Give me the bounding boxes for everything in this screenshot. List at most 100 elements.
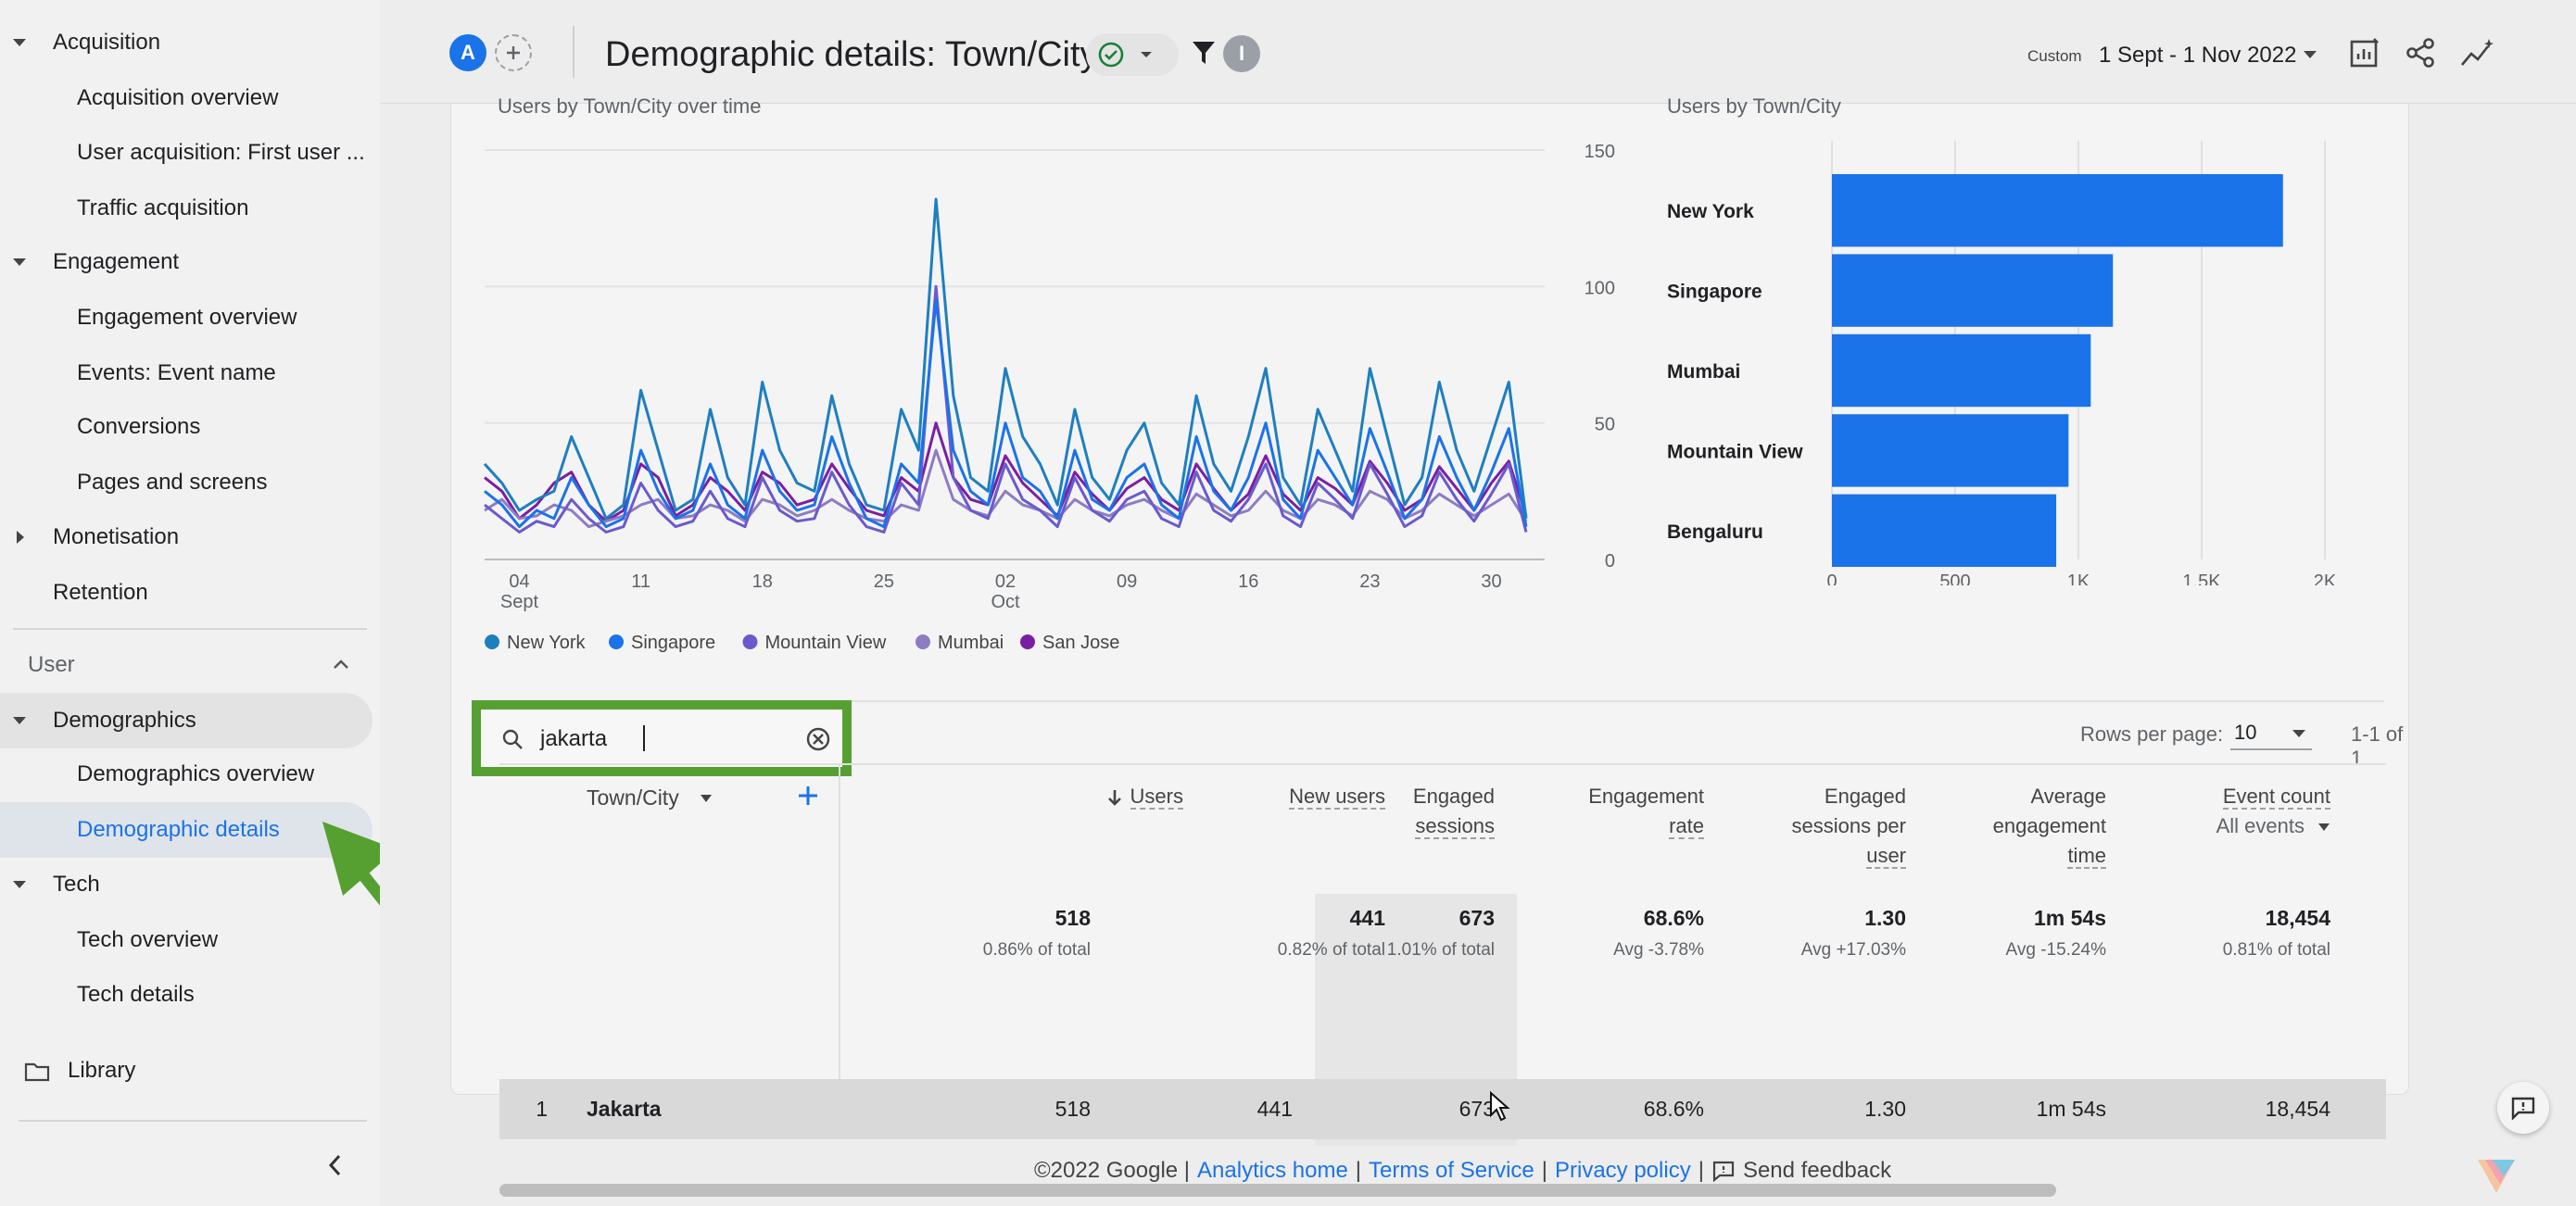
line-chart-title-clip: Users by Town/City over time	[498, 82, 1054, 119]
chevron-down-icon	[2318, 823, 2330, 832]
table-row[interactable]: 1 Jakarta 518 441 673 68.6% 1.30 1m 54s …	[499, 1079, 2386, 1139]
bar-chart-title: Users by Town/City	[1667, 94, 1841, 118]
header-label: New users	[1289, 785, 1385, 810]
filter-icon[interactable]	[1191, 39, 1217, 67]
x-tick-label: 02	[995, 572, 1016, 592]
add-dimension-icon[interactable]	[796, 784, 820, 808]
nav-label: Conversions	[77, 414, 201, 439]
nav-tech-details[interactable]: Tech details	[0, 967, 371, 1023]
date-range-picker[interactable]: 1 Sept - 1 Nov 2022	[2099, 43, 2297, 68]
nav-library[interactable]: Library	[0, 1043, 371, 1099]
nav-events[interactable]: Events: Event name	[0, 345, 371, 401]
share-icon[interactable]	[2405, 37, 2436, 69]
folder-icon	[24, 1062, 50, 1082]
divider	[573, 26, 575, 78]
header-event-count[interactable]: Event count All events	[2117, 782, 2330, 841]
total-engaged-sessions: 673	[1458, 906, 1495, 930]
event-filter-label: All events	[2216, 814, 2305, 837]
category-label: Mumbai	[1667, 361, 1740, 383]
nav-label: Traffic acquisition	[77, 195, 249, 220]
caret-down-icon	[13, 717, 26, 724]
total-aet-sub: Avg -15.24%	[2005, 940, 2106, 960]
nav-tech[interactable]: Tech	[0, 857, 371, 912]
header-label: Average	[2030, 785, 2106, 808]
rows-per-page-label: Rows per page:	[2080, 722, 2224, 746]
check-circle-icon	[1098, 42, 1124, 68]
nav-demographic-details[interactable]: Demographic details	[0, 802, 373, 858]
avatar[interactable]: A	[449, 34, 486, 71]
nav-label: Tech overview	[77, 927, 219, 952]
nav-label: Acquisition	[53, 30, 161, 55]
nav-engagement-overview[interactable]: Engagement overview	[0, 290, 371, 345]
nav-acquisition-overview[interactable]: Acquisition overview	[0, 70, 371, 126]
header-engaged-sessions[interactable]: Engaged sessions	[1309, 782, 1495, 841]
x-tick-label: 30	[1481, 572, 1501, 592]
mouse-pointer-icon	[1490, 1091, 1510, 1122]
total-event-count: 18,454	[2265, 906, 2330, 930]
header-new-users[interactable]: New users	[1200, 782, 1385, 811]
brand-logo-icon	[2478, 1160, 2515, 1193]
caret-down-icon	[13, 258, 26, 266]
section-user[interactable]: User	[0, 637, 367, 693]
nav-engagement[interactable]: Engagement	[0, 234, 371, 290]
chevron-down-icon[interactable]	[2303, 50, 2317, 59]
filter-count-badge[interactable]: I	[1223, 35, 1260, 72]
nav-label: User acquisition: First user ...	[77, 140, 365, 165]
rows-per-page-select[interactable]: 10	[2230, 717, 2312, 750]
horizontal-scrollbar[interactable]	[499, 1184, 2056, 1197]
row-esp: 1.30	[1864, 1097, 1906, 1121]
analytics-home-link[interactable]: Analytics home	[1197, 1158, 1348, 1183]
customize-report-icon[interactable]	[2349, 37, 2380, 69]
header-users[interactable]: Users	[998, 782, 1183, 811]
event-filter-select[interactable]: All events	[2117, 811, 2330, 841]
nav-tech-overview[interactable]: Tech overview	[0, 912, 371, 968]
header-label: time	[2067, 844, 2106, 869]
total-esp-sub: Avg +17.03%	[1800, 940, 1906, 960]
row-city[interactable]: Jakarta	[587, 1097, 662, 1121]
header-label: sessions per	[1791, 814, 1906, 837]
collapse-sidebar-icon[interactable]	[324, 1151, 347, 1179]
header-engaged-sessions-per-user[interactable]: Engaged sessions per user	[1711, 782, 1906, 871]
terms-link[interactable]: Terms of Service	[1369, 1158, 1534, 1183]
legend-label: Mumbai	[938, 633, 1004, 653]
nav-label: Events: Event name	[77, 360, 276, 385]
clear-search-icon[interactable]	[805, 726, 831, 752]
text-cursor	[643, 725, 645, 751]
x-tick-label: 23	[1359, 572, 1380, 592]
nav-acquisition[interactable]: Acquisition	[0, 15, 371, 70]
privacy-link[interactable]: Privacy policy	[1554, 1158, 1691, 1183]
main-content: A Demographic details: Town/City I Custo…	[380, 0, 2576, 1206]
chevron-down-icon	[700, 794, 712, 802]
bar	[1832, 174, 2283, 247]
add-comparison-button[interactable]	[495, 34, 532, 71]
nav-user-acquisition[interactable]: User acquisition: First user ...	[0, 125, 371, 181]
feedback-button[interactable]	[2497, 1082, 2549, 1134]
total-users-sub: 0.86% of total	[982, 940, 1091, 960]
nav-demographics[interactable]: Demographics	[0, 693, 373, 748]
category-label: Singapore	[1667, 282, 1762, 303]
nav-label: Monetisation	[53, 524, 180, 549]
header-label: Engaged	[1824, 785, 1906, 808]
divider	[839, 765, 840, 1084]
row-event-count: 18,454	[2265, 1097, 2330, 1121]
nav-pages-screens[interactable]: Pages and screens	[0, 455, 371, 510]
legend-marker	[609, 634, 624, 649]
nav-label: Pages and screens	[77, 470, 268, 495]
nav-monetisation[interactable]: Monetisation	[0, 509, 371, 565]
nav-traffic-acquisition[interactable]: Traffic acquisition	[0, 181, 371, 236]
insights-icon[interactable]	[2460, 37, 2495, 69]
nav-demographics-overview[interactable]: Demographics overview	[0, 747, 371, 802]
total-engagement-rate-sub: Avg -3.78%	[1613, 940, 1704, 960]
header-engagement-rate[interactable]: Engagement rate	[1509, 782, 1704, 841]
footer-separator: |	[1698, 1158, 1704, 1183]
nav-conversions[interactable]: Conversions	[0, 399, 371, 455]
search-input[interactable]: jakarta	[540, 726, 608, 751]
row-aet: 1m 54s	[2036, 1097, 2106, 1121]
nav-retention[interactable]: Retention	[0, 565, 371, 621]
x-tick-label: 09	[1117, 572, 1137, 592]
dimension-header[interactable]: Town/City	[587, 785, 713, 810]
send-feedback-link[interactable]: Send feedback	[1711, 1158, 1891, 1184]
header-average-engagement-time[interactable]: Average engagement time	[1912, 782, 2106, 871]
status-dropdown[interactable]	[1086, 33, 1179, 76]
legend-marker	[485, 634, 499, 649]
